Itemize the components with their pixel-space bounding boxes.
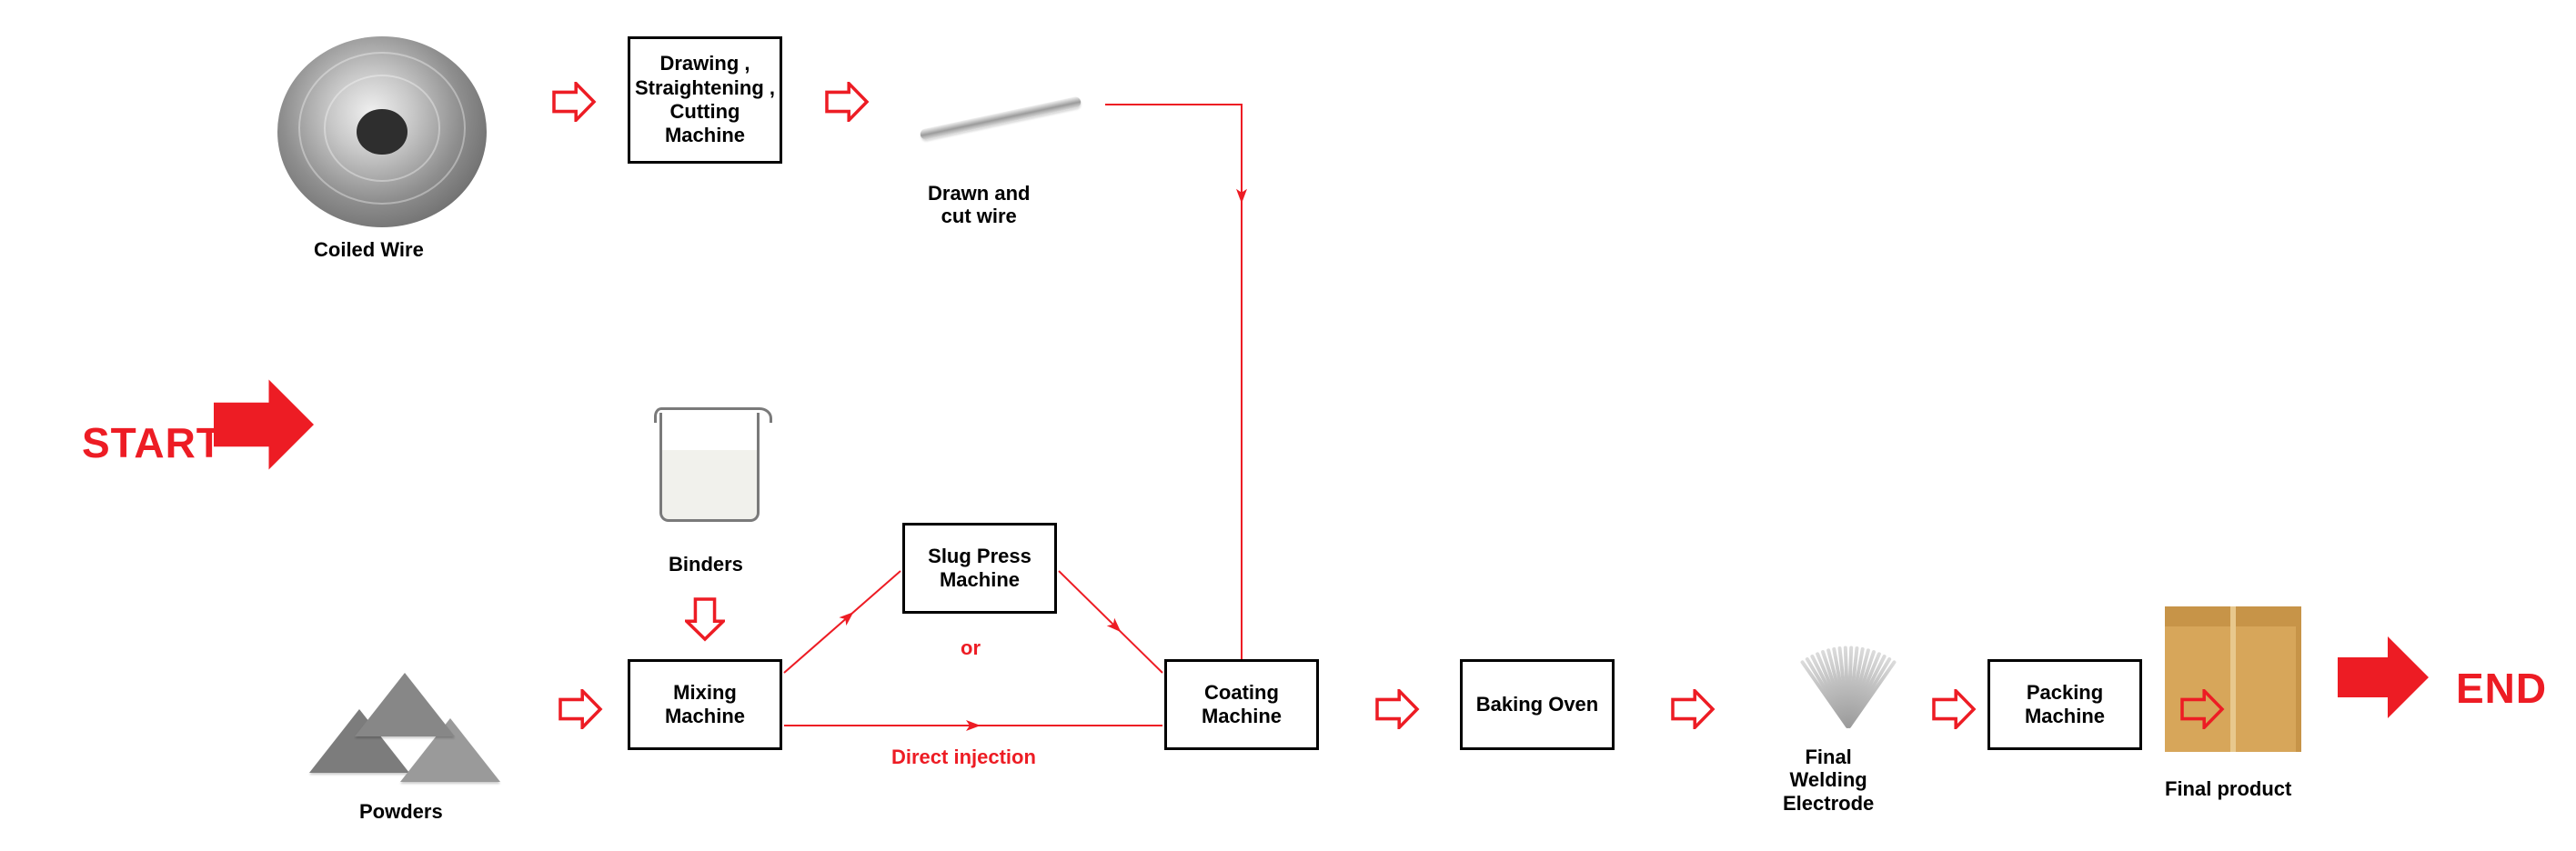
edge-mixing-to-slug	[784, 571, 901, 673]
arrow-coil-to-draw	[550, 82, 598, 122]
flowchart-canvas: START END Coiled Wire Drawn and cut wire…	[0, 0, 2576, 851]
arrow-electrodes-to-packing	[1930, 689, 1977, 729]
edge-slug-to-coating	[1059, 571, 1162, 673]
arrow-binders-to-mixing	[685, 596, 725, 643]
arrow-baking-to-electrodes	[1669, 689, 1716, 729]
arrow-coating-to-baking	[1374, 689, 1421, 729]
edge-drawnwire-to-coating-top	[1105, 105, 1242, 659]
arrow-powders-to-mixing	[557, 689, 604, 729]
arrow-packing-to-box	[2179, 689, 2226, 729]
arrow-draw-to-wire	[823, 82, 870, 122]
